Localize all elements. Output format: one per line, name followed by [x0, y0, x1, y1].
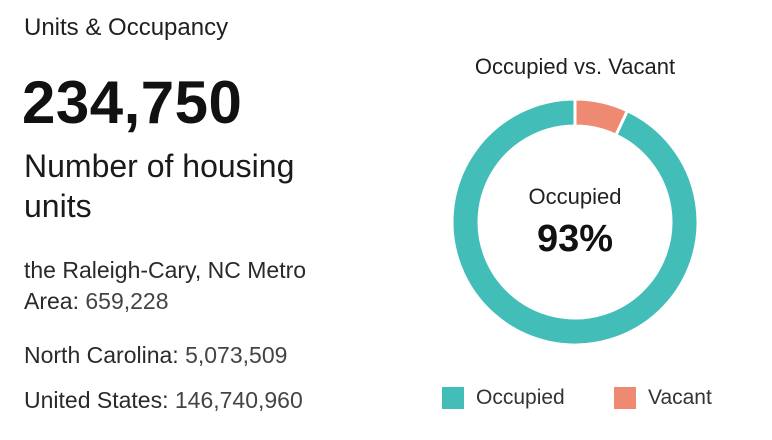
comparison-us-name: United States:: [24, 387, 169, 413]
housing-units-value: 234,750: [22, 69, 243, 136]
section-title: Units & Occupancy: [24, 14, 229, 41]
donut-slice-vacant: [573, 97, 630, 138]
comparison-metro-name: the Raleigh-Cary, NC Metro Area:: [24, 257, 307, 314]
comparison-metro: the Raleigh-Cary, NC Metro Area: 659,228: [24, 255, 354, 317]
comparison-us: United States: 146,740,960: [24, 385, 303, 416]
legend-swatch-occupied: [442, 387, 464, 409]
donut-center-value: 93%: [536, 218, 614, 260]
legend-label-occupied: Occupied: [476, 386, 565, 409]
legend-label-vacant: Vacant: [648, 386, 712, 409]
chart-title: Occupied vs. Vacant: [474, 54, 676, 79]
housing-units-label: Number of housing units: [24, 148, 295, 224]
occupancy-donut-chart: [450, 97, 700, 347]
comparison-state-name: North Carolina:: [24, 342, 179, 368]
comparison-metro-value: 659,228: [85, 288, 169, 314]
donut-center-label: Occupied: [528, 184, 622, 209]
comparison-us-value: 146,740,960: [174, 387, 303, 413]
comparison-state-value: 5,073,509: [185, 342, 288, 368]
legend-swatch-vacant: [614, 387, 636, 409]
donut-slice-occupied: [450, 97, 700, 347]
legend-item-vacant: Vacant: [614, 386, 712, 410]
comparison-state: North Carolina: 5,073,509: [24, 340, 287, 371]
legend-item-occupied: Occupied: [442, 386, 565, 410]
